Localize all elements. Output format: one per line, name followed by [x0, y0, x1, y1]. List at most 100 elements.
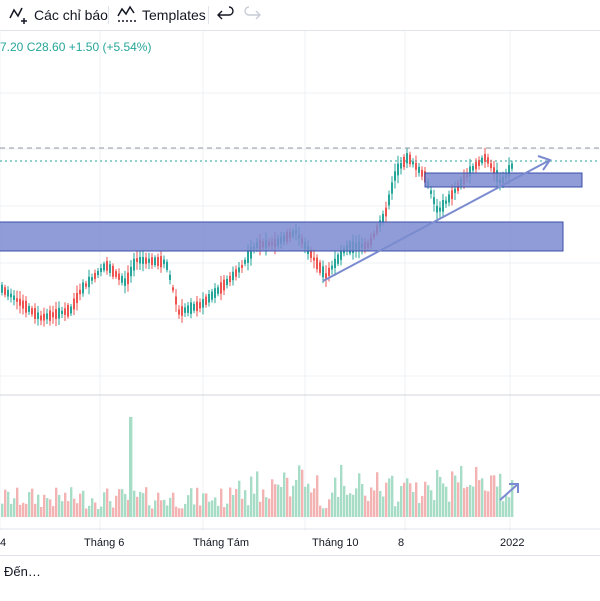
- volume-bar: [445, 486, 448, 517]
- candle-body: [436, 205, 438, 213]
- candle-body: [22, 300, 24, 309]
- volume-bar: [511, 480, 514, 517]
- volume-bar: [202, 493, 205, 517]
- redo-button[interactable]: [242, 0, 262, 30]
- candle-body: [166, 261, 168, 270]
- candle-body: [148, 258, 150, 264]
- volume-bar: [160, 500, 163, 517]
- candle-body: [472, 165, 474, 171]
- indicators-label: Các chỉ báo: [34, 7, 108, 23]
- candle-body: [118, 273, 120, 280]
- candle-body: [97, 270, 99, 276]
- candle-body: [337, 254, 339, 264]
- candle-body: [91, 277, 93, 281]
- candle-body: [190, 302, 192, 314]
- toolbar-divider: [208, 6, 209, 24]
- candle-body: [121, 276, 123, 283]
- volume-bar: [412, 491, 415, 517]
- candle-body: [193, 303, 195, 311]
- candle-body: [79, 289, 81, 295]
- volume-bar: [79, 493, 82, 517]
- indicators-button[interactable]: Các chỉ báo: [8, 0, 108, 30]
- volume-bar: [229, 487, 232, 517]
- candle-body: [232, 271, 234, 281]
- volume-bar: [129, 417, 132, 517]
- volume-arrow: [499, 483, 519, 501]
- x-axis-label: Tháng Tám: [193, 537, 249, 549]
- volume-bar: [403, 482, 406, 517]
- volume-bar: [460, 465, 463, 517]
- candle-body: [394, 171, 396, 181]
- volume-bar: [34, 503, 37, 517]
- x-axis-label: Tháng 6: [84, 537, 124, 549]
- volume-bar: [199, 505, 202, 517]
- volume-bar: [415, 482, 418, 517]
- volume-bar: [286, 477, 289, 517]
- volume-bar: [442, 483, 445, 517]
- volume-bar: [469, 484, 472, 517]
- volume-bar: [10, 503, 13, 517]
- candle-body: [316, 257, 318, 270]
- undo-button[interactable]: [216, 0, 236, 30]
- candle-body: [181, 306, 183, 316]
- volume-bar: [373, 490, 376, 517]
- candle-body: [58, 307, 60, 319]
- volume-bar: [37, 494, 40, 517]
- candle-body: [442, 199, 444, 212]
- candle-body: [199, 302, 201, 309]
- volume-bar: [508, 497, 511, 517]
- volume-bar: [298, 465, 301, 517]
- volume-bar: [466, 486, 469, 517]
- candle-body: [145, 257, 147, 264]
- volume-bar: [487, 491, 490, 517]
- volume-bar: [355, 488, 358, 517]
- candle-body: [397, 163, 399, 176]
- candle-body: [43, 313, 45, 321]
- undo-icon: [217, 6, 234, 20]
- volume-bar: [151, 508, 154, 517]
- volume-bar: [73, 498, 76, 517]
- volume-bar: [484, 490, 487, 517]
- x-axis-labels: 4 Tháng 6 Tháng Tám Tháng 10 8 2022: [0, 537, 524, 549]
- candle-body: [7, 289, 9, 297]
- candle-body: [31, 308, 33, 315]
- candle-body: [475, 162, 477, 170]
- volume-bar: [502, 501, 505, 517]
- candle-body: [328, 267, 330, 276]
- volume-bar: [388, 478, 391, 517]
- volume-bar: [283, 472, 286, 517]
- candle-body: [169, 274, 171, 281]
- candle-body: [151, 257, 153, 265]
- volume-bar: [181, 508, 184, 517]
- ohlc-close: C28.60: [26, 40, 66, 54]
- volume-bar: [304, 486, 307, 517]
- candle-body: [115, 271, 117, 277]
- volume-bar: [475, 466, 478, 517]
- volume-bar: [478, 480, 481, 517]
- candle-body: [415, 162, 417, 170]
- templates-button[interactable]: Templates: [116, 0, 206, 30]
- goto-date-button[interactable]: Đến…: [4, 564, 41, 579]
- volume-bar: [451, 471, 454, 517]
- candle-body: [493, 167, 495, 175]
- candle-body: [88, 276, 90, 288]
- price-chart[interactable]: 4 Tháng 6 Tháng Tám Tháng 10 8 2022: [0, 31, 600, 555]
- volume-bar: [241, 498, 244, 517]
- volume-bar: [313, 488, 316, 517]
- volume-bar: [349, 493, 352, 517]
- volume-bar: [187, 495, 190, 517]
- candle-body: [106, 261, 108, 271]
- candle-body: [136, 258, 138, 262]
- candle-body: [73, 298, 75, 310]
- volume-bar: [400, 486, 403, 517]
- volume-bar: [76, 503, 79, 517]
- candle-body: [202, 299, 204, 308]
- candle-body: [412, 161, 414, 165]
- candle-body: [160, 256, 162, 268]
- candle-body: [229, 275, 231, 283]
- volume-bar: [343, 485, 346, 517]
- candle-body: [157, 257, 159, 266]
- candle-body: [508, 165, 510, 177]
- candle-body: [226, 278, 228, 286]
- volume-bar: [328, 499, 331, 517]
